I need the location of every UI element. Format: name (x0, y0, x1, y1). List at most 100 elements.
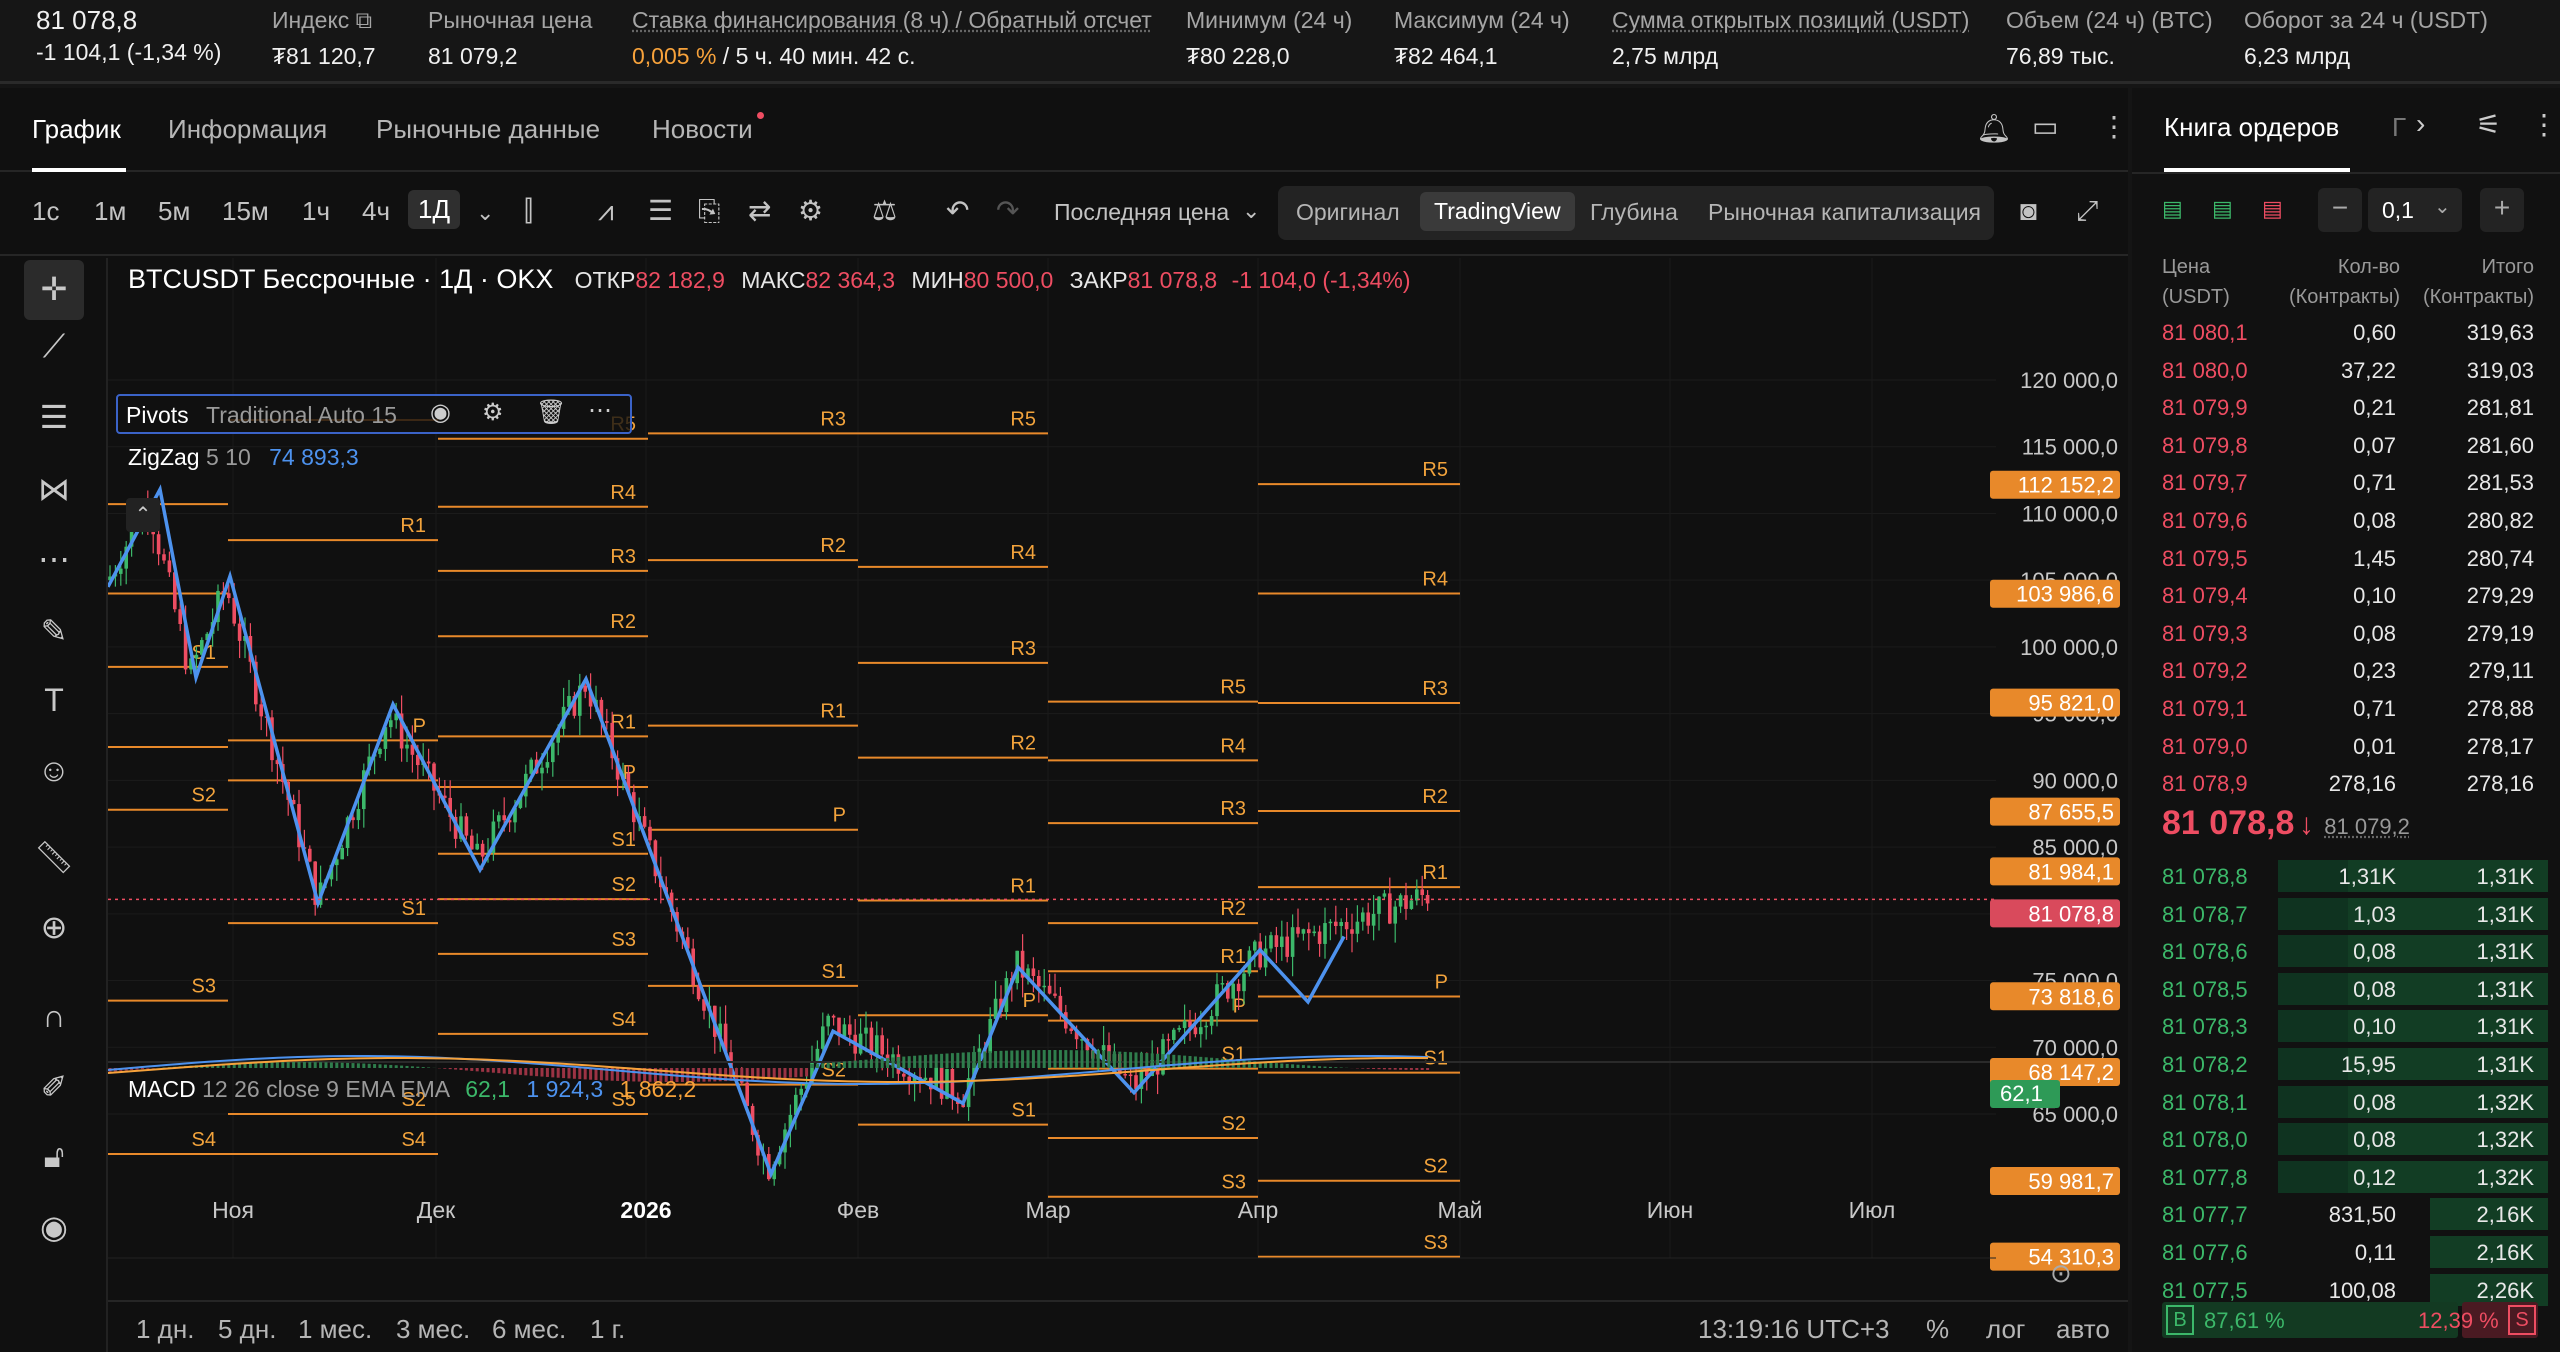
replay-icon[interactable]: ⎘ (698, 195, 721, 226)
ask-row[interactable]: 81 079,4 0,10 279,29 (2132, 577, 2560, 613)
collapse-legend-icon[interactable]: ⌃ (126, 498, 160, 532)
tf-1s[interactable]: 1с (32, 196, 60, 226)
ask-row[interactable]: 81 079,8 0,07 281,60 (2132, 427, 2560, 463)
undo-icon[interactable]: ↶ (946, 195, 970, 226)
view-depth[interactable]: Глубина (1590, 199, 1678, 225)
lock-drawing-icon[interactable]: ✐ (40, 1069, 68, 1105)
view-original[interactable]: Оригинал (1296, 199, 1400, 225)
emoji-icon[interactable]: ☺ (37, 752, 71, 788)
compare-icon[interactable]: ⇄ (748, 195, 772, 226)
trash-icon[interactable]: 🗑︎ (536, 399, 567, 426)
ask-row[interactable]: 81 078,9 278,16 278,16 (2132, 765, 2560, 801)
settings-gear-icon[interactable]: ⚙ (798, 195, 824, 226)
zoom-in-icon[interactable]: ⊕ (40, 909, 68, 945)
tab-trades[interactable]: Г (2392, 112, 2407, 142)
bid-row[interactable]: 81 078,8 1,31K 1,31K (2132, 858, 2560, 894)
tab-market-data[interactable]: Рыночные данные (376, 114, 601, 144)
price-type-select[interactable]: Последняя цена (1054, 199, 1230, 225)
bid-row[interactable]: 81 078,0 0,08 1,32K (2132, 1121, 2560, 1157)
plus-step-button[interactable]: + (2480, 188, 2524, 232)
goto-time-icon[interactable]: ⊙ (2050, 1258, 2072, 1288)
crosshair-icon[interactable]: ✛ (24, 260, 84, 320)
bid-row[interactable]: 81 077,8 0,12 1,32K (2132, 1159, 2560, 1195)
more-vertical-icon[interactable]: ⋮ (2530, 109, 2558, 140)
ruler-icon[interactable]: 📏︎ (33, 839, 75, 875)
stat-index[interactable]: Индекс ⧉ ₮81 120,7 (272, 6, 376, 70)
chevron-down-icon[interactable]: ⌄ (1242, 198, 1261, 223)
unlock-icon[interactable]: 🔓︎ (43, 1138, 65, 1174)
range-6m[interactable]: 6 мес. (492, 1314, 567, 1344)
range-5d[interactable]: 5 дн. (218, 1314, 277, 1344)
range-3m[interactable]: 3 мес. (396, 1314, 471, 1344)
tab-news[interactable]: Новости (652, 114, 753, 144)
ask-row[interactable]: 81 079,7 0,71 281,53 (2132, 464, 2560, 500)
bid-row[interactable]: 81 077,5 100,08 2,26K (2132, 1272, 2560, 1308)
bid-row[interactable]: 81 078,1 0,08 1,32K (2132, 1084, 2560, 1120)
redo-icon[interactable]: ↷ (996, 195, 1020, 226)
orderbook-title[interactable]: Книга ордеров (2164, 112, 2340, 142)
range-1d[interactable]: 1 дн. (136, 1314, 195, 1344)
ask-row[interactable]: 81 080,0 37,22 319,03 (2132, 352, 2560, 388)
clock[interactable]: 13:19:16 UTC+3 (1698, 1314, 1890, 1344)
pattern-icon[interactable]: ⋈ (38, 471, 70, 507)
expand-icon[interactable]: ⤢ (2076, 195, 2099, 226)
tf-5m[interactable]: 5м (158, 196, 191, 226)
view-market-cap[interactable]: Рыночная капитализация (1708, 199, 1981, 225)
bid-row[interactable]: 81 078,7 1,03 1,31K (2132, 896, 2560, 932)
magnet-icon[interactable]: ∩ (42, 998, 66, 1034)
indicators-icon[interactable]: ⩘ (598, 195, 614, 226)
eye-icon[interactable]: ◉ (40, 1209, 68, 1245)
tab-info[interactable]: Информация (168, 114, 328, 144)
percent-scale[interactable]: % (1926, 1314, 1950, 1344)
step-select[interactable]: 0,1 ⌄ (2368, 188, 2462, 232)
ask-row[interactable]: 81 080,1 0,60 319,63 (2132, 314, 2560, 350)
more-horizontal-icon[interactable]: ⋯ (588, 397, 612, 424)
bid-row[interactable]: 81 078,5 0,08 1,31K (2132, 971, 2560, 1007)
fib-icon[interactable]: ☰ (39, 399, 69, 435)
range-1m[interactable]: 1 мес. (298, 1314, 373, 1344)
ask-row[interactable]: 81 079,1 0,71 278,88 (2132, 690, 2560, 726)
layout-bids-icon[interactable]: ▤ (2212, 196, 2233, 221)
more-vertical-icon[interactable]: ⋮ (2100, 111, 2128, 142)
trendline-icon[interactable]: ⟋ (42, 328, 66, 364)
bid-row[interactable]: 81 078,2 15,95 1,31K (2132, 1046, 2560, 1082)
tf-1h[interactable]: 1ч (302, 196, 331, 226)
layout-asks-icon[interactable]: ▤ (2262, 196, 2283, 221)
bid-row[interactable]: 81 078,3 0,10 1,31K (2132, 1008, 2560, 1044)
chart-area[interactable]: S1 S2 S3 S4 R1 P S1 S2 S4 R5 R4 R3 R2 R1 P S1 S2 S3 S4 S5 R3… (108, 258, 2128, 1352)
bid-row[interactable]: 81 077,7 831,50 2,16K (2132, 1196, 2560, 1232)
minus-step-button[interactable]: − (2318, 188, 2362, 232)
layout-both-icon[interactable]: ▤ (2162, 196, 2183, 221)
brush-icon[interactable]: ✎ (40, 613, 68, 649)
log-scale[interactable]: лог (1986, 1314, 2026, 1344)
ask-row[interactable]: 81 079,2 0,23 279,11 (2132, 652, 2560, 688)
settings-gear-icon[interactable]: ⚙ (482, 399, 504, 426)
ask-row[interactable]: 81 079,5 1,45 280,74 (2132, 540, 2560, 576)
ask-row[interactable]: 81 079,0 0,01 278,17 (2132, 728, 2560, 764)
eye-icon[interactable]: ◉ (430, 399, 451, 426)
candle-type-icon[interactable]: ⫿ (524, 195, 533, 226)
zigzag-legend[interactable]: ZigZag 5 10 74 893,3 (128, 444, 359, 470)
chevron-down-icon[interactable]: ⌄ (476, 200, 495, 225)
templates-icon[interactable]: ☰ (648, 195, 674, 226)
ask-row[interactable]: 81 079,9 0,21 281,81 (2132, 389, 2560, 425)
tf-1d[interactable]: 1Д (408, 190, 461, 229)
chevron-right-icon[interactable]: › (2416, 108, 2426, 139)
prediction-icon[interactable]: ⋯ (38, 541, 70, 577)
scales-icon[interactable]: ⚖ (872, 195, 898, 226)
alert-bell-icon[interactable]: 🔔︎ (1976, 113, 2012, 144)
auto-scale[interactable]: авто (2056, 1314, 2110, 1344)
filter-settings-icon[interactable]: ⚟ (2476, 109, 2502, 140)
symbol-title[interactable]: BTCUSDT Бессрочные · 1Д · OKX (128, 264, 554, 294)
text-icon[interactable]: T (44, 682, 64, 718)
range-1y[interactable]: 1 г. (590, 1314, 626, 1344)
ask-row[interactable]: 81 079,6 0,08 280,82 (2132, 502, 2560, 538)
tf-4h[interactable]: 4ч (362, 196, 391, 226)
external-link-icon[interactable]: ⧉ (355, 7, 373, 33)
bid-row[interactable]: 81 078,6 0,08 1,31K (2132, 933, 2560, 969)
camera-icon[interactable]: ◙ (2020, 195, 2037, 226)
tf-1m[interactable]: 1м (94, 196, 127, 226)
ask-row[interactable]: 81 079,3 0,08 279,19 (2132, 615, 2560, 651)
bid-row[interactable]: 81 077,6 0,11 2,16K (2132, 1234, 2560, 1270)
view-tradingview[interactable]: TradingView (1420, 192, 1575, 231)
